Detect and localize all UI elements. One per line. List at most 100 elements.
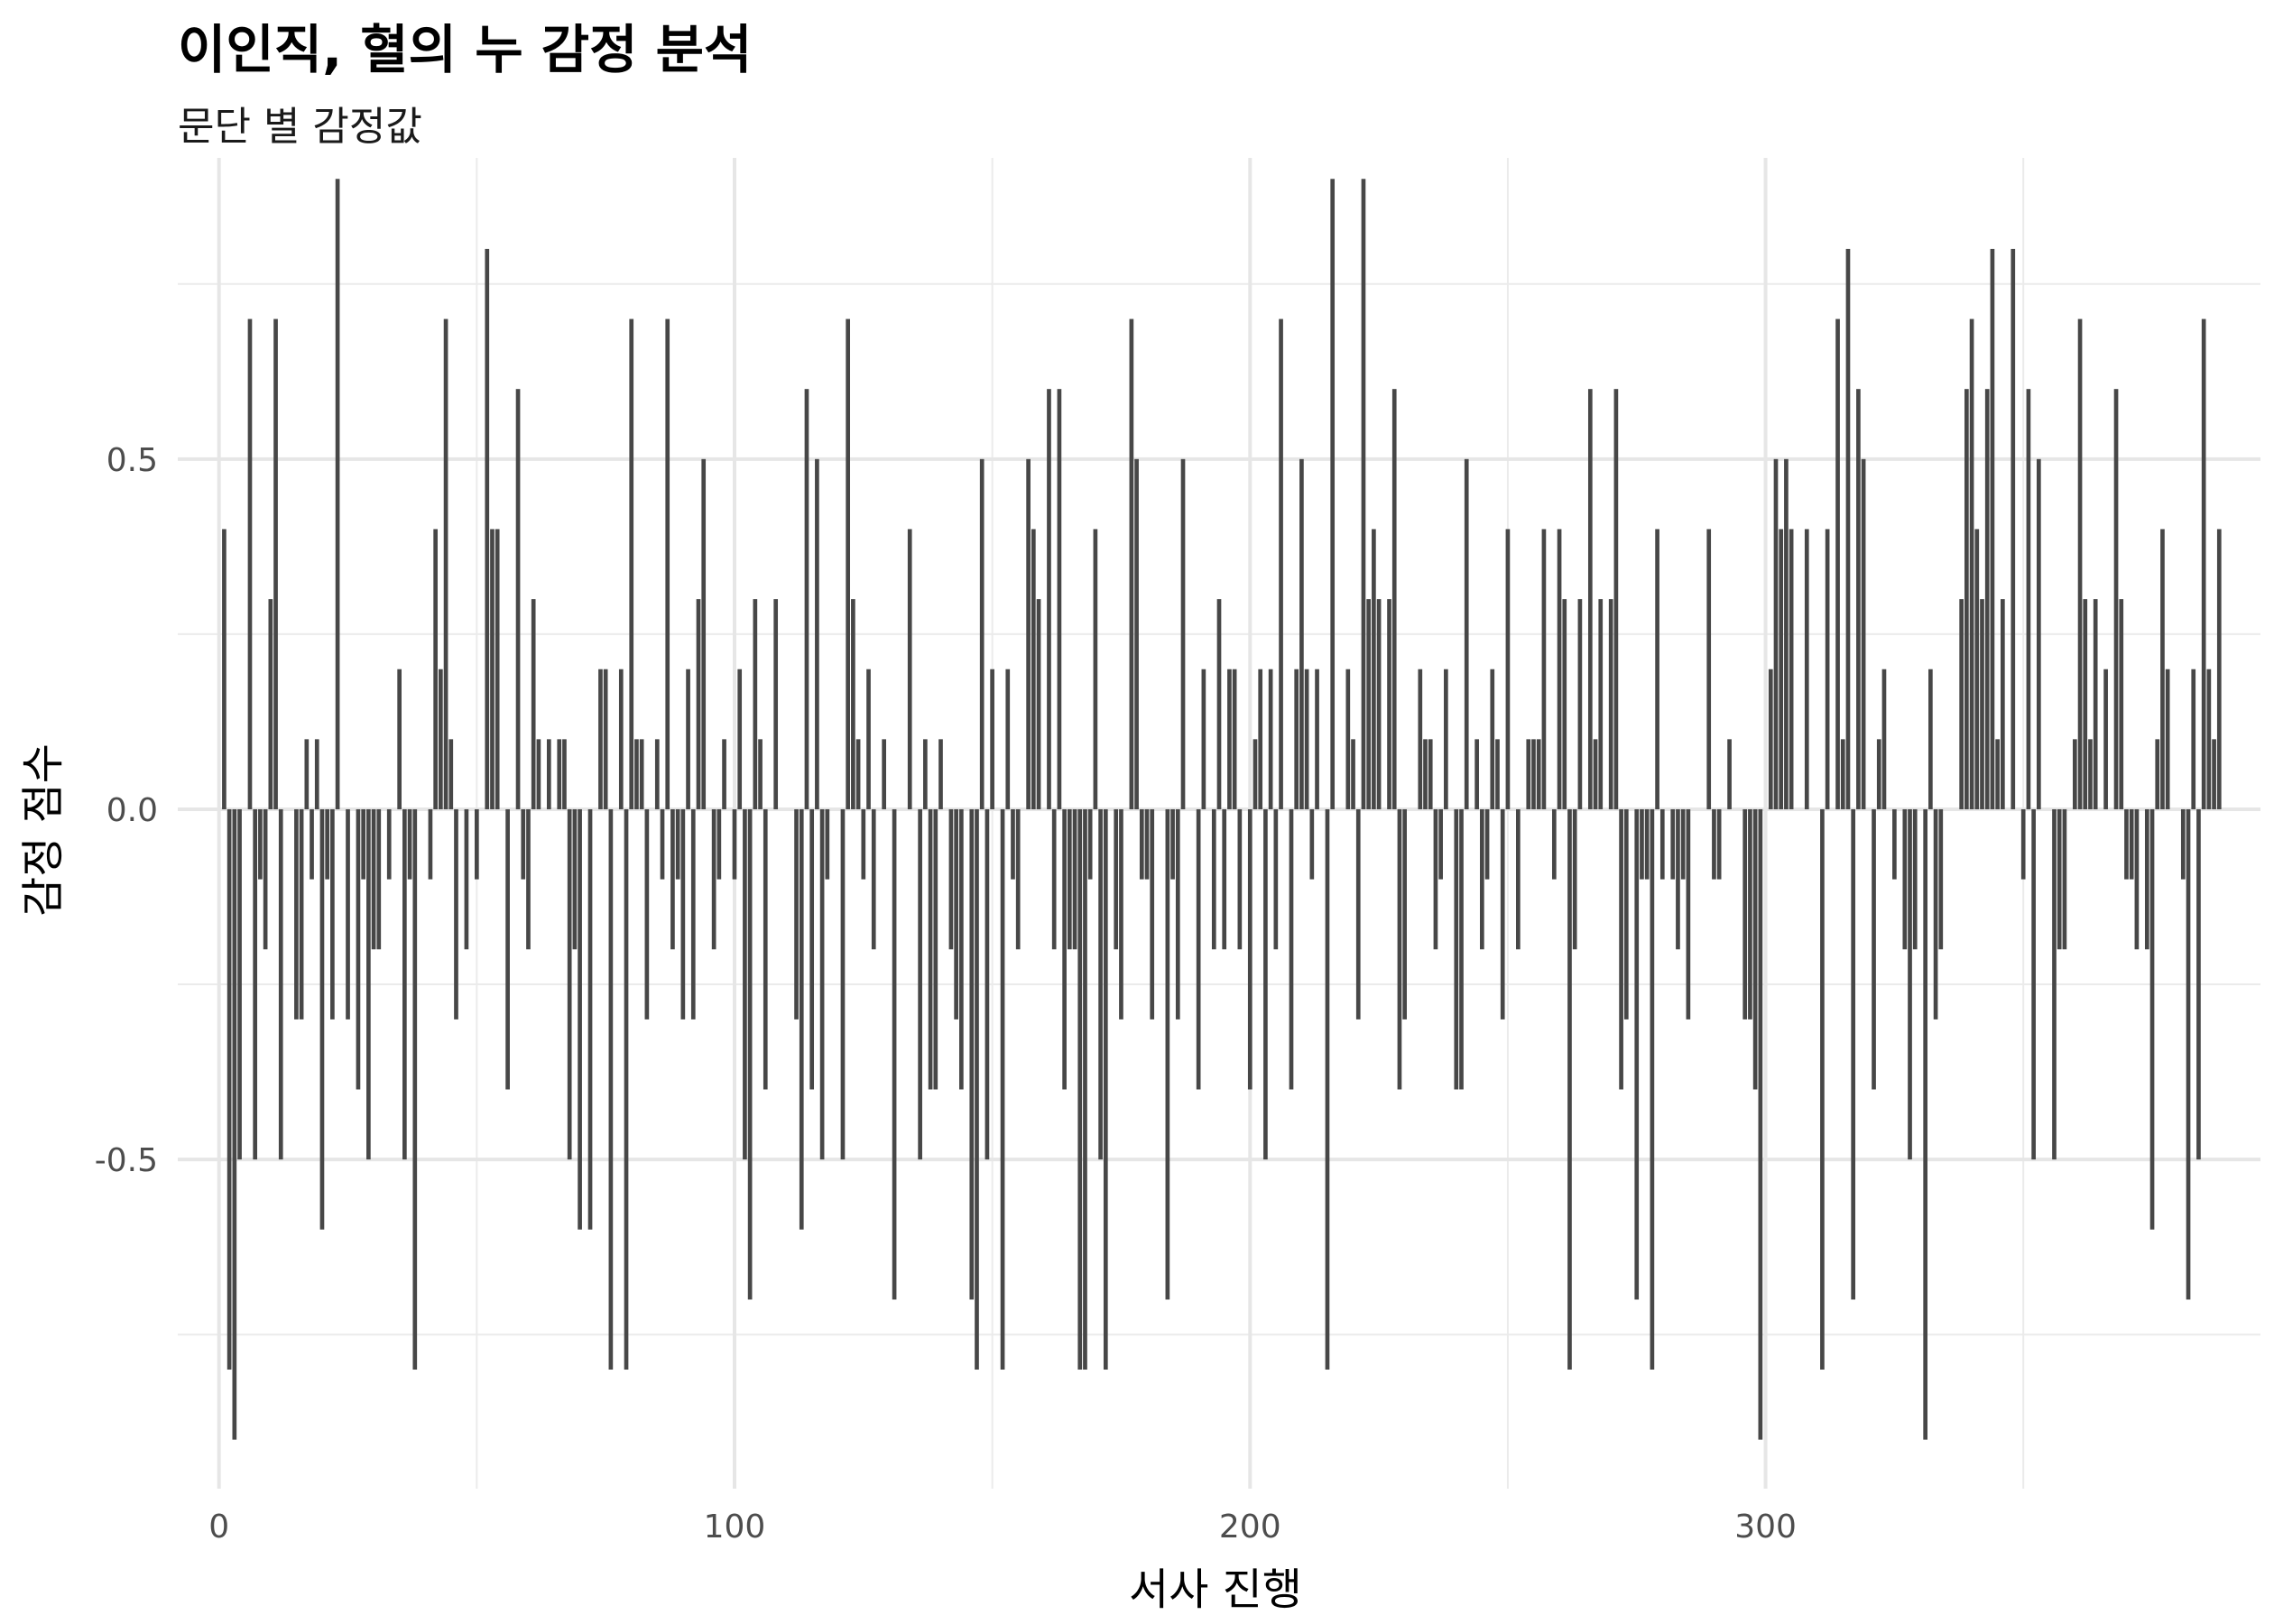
bar xyxy=(1279,318,1283,809)
bar xyxy=(1613,389,1619,809)
bar xyxy=(1144,808,1150,880)
bar xyxy=(407,808,412,880)
bar xyxy=(1495,739,1500,809)
bar xyxy=(644,808,650,1020)
bar xyxy=(448,739,454,809)
bar xyxy=(1114,808,1119,950)
bar xyxy=(2001,599,2005,809)
bar xyxy=(990,669,994,809)
bar xyxy=(1418,669,1423,809)
bar xyxy=(1835,318,1840,809)
bar xyxy=(1516,808,1521,950)
bar xyxy=(1587,389,1593,809)
bar xyxy=(794,808,799,1020)
bar xyxy=(1351,739,1355,809)
bar xyxy=(319,808,325,1230)
bar xyxy=(490,529,495,809)
bar xyxy=(670,808,675,950)
x-tick-label: 200 xyxy=(1219,1509,1281,1546)
bar xyxy=(2144,808,2149,950)
bar xyxy=(1237,808,1243,950)
bar xyxy=(2129,808,2134,880)
bar xyxy=(330,808,335,1020)
bar xyxy=(439,669,443,809)
bar xyxy=(1551,808,1557,880)
bar xyxy=(526,808,531,950)
bar xyxy=(1490,669,1495,809)
bar xyxy=(892,808,897,1300)
bar xyxy=(2088,739,2093,809)
bar xyxy=(660,808,665,880)
bar xyxy=(2011,248,2016,809)
bar xyxy=(1608,599,1613,809)
bar xyxy=(1026,458,1031,809)
bar xyxy=(1062,808,1067,1090)
bar xyxy=(1119,808,1123,1020)
bar xyxy=(603,669,608,809)
bar xyxy=(531,599,536,809)
bar xyxy=(1876,739,1881,809)
bar xyxy=(1289,808,1294,1090)
bar xyxy=(1912,808,1918,950)
bar xyxy=(263,808,268,950)
bar xyxy=(1748,808,1752,1020)
bar xyxy=(1881,669,1887,809)
bar xyxy=(2031,808,2036,1160)
bar xyxy=(1433,808,1438,950)
bar xyxy=(1851,808,1856,1300)
bar xyxy=(1180,458,1186,809)
bar xyxy=(443,318,448,809)
bar xyxy=(1980,599,1984,809)
bar xyxy=(1011,808,1015,880)
bar xyxy=(1969,318,1974,809)
bar xyxy=(2155,739,2160,809)
bar xyxy=(485,248,490,809)
bar xyxy=(1933,808,1938,1020)
bar xyxy=(732,808,737,880)
bar xyxy=(1623,808,1629,1020)
bar xyxy=(639,739,644,809)
bar xyxy=(1444,669,1448,809)
bar xyxy=(1067,808,1072,950)
bar xyxy=(1216,599,1222,809)
bar xyxy=(846,318,851,809)
bar xyxy=(428,808,433,880)
bar xyxy=(1984,389,1990,809)
bar xyxy=(1598,599,1604,809)
bar xyxy=(665,318,670,809)
bar xyxy=(1861,458,1866,809)
bar xyxy=(1423,739,1428,809)
bar xyxy=(2124,808,2129,880)
bar xyxy=(1309,808,1315,880)
bar xyxy=(1273,808,1279,950)
bar xyxy=(1294,669,1299,809)
bar xyxy=(1670,808,1676,880)
bar xyxy=(1057,389,1062,809)
bar xyxy=(1031,529,1036,809)
bar xyxy=(1361,179,1366,809)
bar xyxy=(1892,808,1897,880)
x-tick-label: 0 xyxy=(208,1509,229,1546)
bar xyxy=(1165,808,1170,1300)
bar xyxy=(1964,389,1969,809)
chart-subtitle: 문단 별 감정값 xyxy=(178,104,422,150)
minor-gridlines xyxy=(178,158,2260,1489)
bar xyxy=(464,808,469,950)
bar xyxy=(861,808,866,880)
bar xyxy=(1680,808,1686,880)
bar xyxy=(840,808,846,1160)
bar xyxy=(1227,669,1232,809)
bar xyxy=(1098,808,1103,1160)
bar xyxy=(304,739,310,809)
bar xyxy=(412,808,418,1370)
bar xyxy=(1484,808,1490,880)
bar xyxy=(310,808,314,880)
bar xyxy=(1139,808,1144,880)
bar xyxy=(1784,458,1789,809)
x-axis-tick-labels: 0 100 200 300 xyxy=(208,1509,1797,1546)
bar xyxy=(1619,808,1623,1090)
bar xyxy=(222,529,226,809)
bar xyxy=(1247,808,1253,1090)
bar xyxy=(773,599,779,809)
